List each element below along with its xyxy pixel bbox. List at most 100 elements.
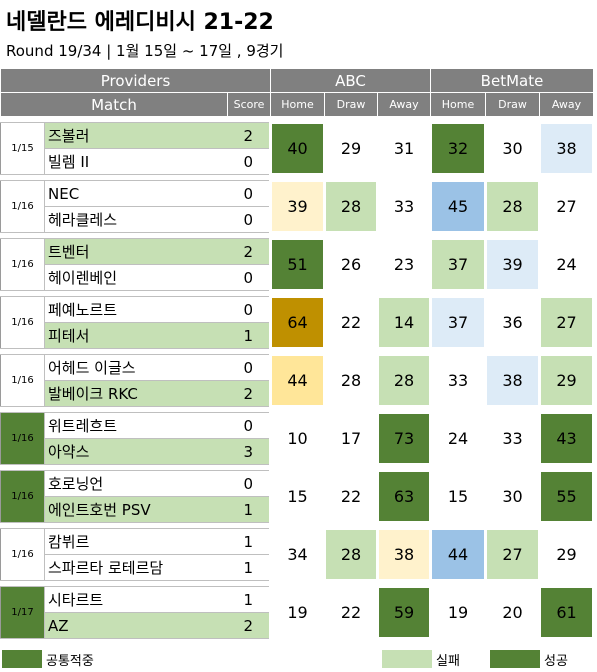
- odds-betmate-home: 24: [429, 411, 487, 466]
- away-score: 1: [227, 554, 271, 581]
- legend-swatch-common-hit: [2, 650, 42, 668]
- match-date: 1/16: [0, 296, 45, 349]
- odds-betmate-home: 15: [429, 469, 487, 524]
- match-date: 1/16: [0, 412, 45, 465]
- odds-abc-away: 59: [376, 585, 432, 640]
- odds-betmate-draw: 28: [484, 179, 541, 234]
- match-row-away: 발베이크 RKC 2: [1, 380, 594, 407]
- header-abc-home: Home: [270, 92, 325, 117]
- match-date: 1/16: [0, 180, 45, 233]
- odds-abc-draw: 22: [323, 469, 379, 524]
- page-subtitle: Round 19/34 | 1월 15일 ~ 17일 , 9경기: [6, 42, 284, 60]
- header-providers: Providers: [0, 68, 271, 93]
- away-team: 에인트호번 PSV: [44, 496, 228, 523]
- page-title: 네델란드 에레디비시 21-22: [6, 10, 274, 35]
- home-team: 캄뷔르: [44, 528, 228, 555]
- header-abc-draw: Draw: [324, 92, 378, 117]
- home-score: 0: [227, 354, 271, 381]
- odds-abc-home: 15: [269, 469, 326, 524]
- home-team: 시타르트: [44, 586, 228, 613]
- odds-abc-home: 34: [269, 527, 326, 582]
- odds-abc-away: 14: [376, 295, 432, 350]
- odds-betmate-draw: 30: [484, 469, 541, 524]
- legend-swatch-fail: [382, 650, 432, 668]
- legend-label-fail: 실패: [436, 654, 460, 669]
- away-score: 3: [227, 438, 271, 465]
- away-team: 헤이렌베인: [44, 264, 228, 291]
- header-betmate-draw: Draw: [485, 92, 540, 117]
- home-team: NEC: [44, 180, 228, 207]
- match-row-home: 1/16 호로닝언 0 15 22 63 15 30 55: [0, 469, 595, 524]
- odds-betmate-home: 32: [429, 121, 487, 176]
- home-team: 즈볼러: [44, 122, 228, 149]
- match-date: 1/15: [0, 122, 45, 175]
- home-team: 호로닝언: [44, 470, 228, 497]
- header-abc-away: Away: [377, 92, 431, 117]
- legend-label-common-hit: 공통적중: [46, 654, 94, 669]
- header-betmate-away: Away: [539, 92, 594, 117]
- odds-betmate-draw: 38: [484, 353, 541, 408]
- odds-abc-home: 39: [269, 179, 326, 234]
- match-date: 1/17: [0, 586, 45, 639]
- odds-abc-away: 63: [376, 469, 432, 524]
- odds-abc-away: 73: [376, 411, 432, 466]
- match-row-away: 헤라클레스 0: [1, 206, 594, 233]
- odds-table: Providers ABC BetMate Match Score Home D…: [0, 68, 595, 640]
- odds-abc-draw: 22: [323, 585, 379, 640]
- header-provider-abc: ABC: [270, 68, 431, 93]
- away-score: 2: [227, 380, 271, 407]
- away-team: 아약스: [44, 438, 228, 465]
- odds-abc-away: 38: [376, 527, 432, 582]
- odds-betmate-home: 44: [429, 527, 487, 582]
- home-team: 트벤터: [44, 238, 228, 265]
- home-team: 어헤드 이글스: [44, 354, 228, 381]
- away-score: 0: [227, 206, 271, 233]
- match-row-home: 1/16 캄뷔르 1 34 28 38 44 27 29: [0, 527, 595, 582]
- home-score: 2: [227, 122, 271, 149]
- away-team: 빌렘 II: [44, 148, 228, 175]
- match-date: 1/16: [0, 354, 45, 407]
- odds-betmate-home: 37: [429, 237, 487, 292]
- odds-abc-draw: 29: [323, 121, 379, 176]
- odds-betmate-away: 38: [538, 121, 595, 176]
- header-score: Score: [227, 92, 271, 117]
- match-row-home: 1/16 위트레흐트 0 10 17 73 24 33 43: [0, 411, 595, 466]
- away-team: 헤라클레스: [44, 206, 228, 233]
- match-row-away: AZ 2: [1, 612, 594, 639]
- away-score: 0: [227, 264, 271, 291]
- away-team: 스파르타 로테르담: [44, 554, 228, 581]
- odds-abc-home: 44: [269, 353, 326, 408]
- away-team: AZ: [44, 612, 228, 639]
- legend-swatch-success: [490, 650, 540, 668]
- odds-betmate-away: 29: [538, 527, 595, 582]
- odds-abc-home: 10: [269, 411, 326, 466]
- match-row-home: 1/16 어헤드 이글스 0 44 28 28 33 38 29: [0, 353, 595, 408]
- odds-betmate-away: 27: [538, 295, 595, 350]
- odds-betmate-home: 45: [429, 179, 487, 234]
- match-date: 1/16: [0, 470, 45, 523]
- home-team: 페예노르트: [44, 296, 228, 323]
- odds-betmate-away: 27: [538, 179, 595, 234]
- match-row-home: 1/16 NEC 0 39 28 33 45 28 27: [0, 179, 595, 234]
- away-score: 0: [227, 148, 271, 175]
- odds-betmate-draw: 33: [484, 411, 541, 466]
- odds-betmate-draw: 30: [484, 121, 541, 176]
- home-team: 위트레흐트: [44, 412, 228, 439]
- odds-betmate-away: 24: [538, 237, 595, 292]
- match-row-away: 피테서 1: [1, 322, 594, 349]
- odds-abc-draw: 28: [323, 353, 379, 408]
- odds-abc-draw: 26: [323, 237, 379, 292]
- odds-betmate-home: 33: [429, 353, 487, 408]
- odds-abc-home: 64: [269, 295, 326, 350]
- odds-betmate-home: 37: [429, 295, 487, 350]
- odds-betmate-draw: 20: [484, 585, 541, 640]
- home-score: 0: [227, 296, 271, 323]
- odds-abc-draw: 22: [323, 295, 379, 350]
- header-match: Match: [0, 92, 228, 117]
- away-score: 2: [227, 612, 271, 639]
- match-date: 1/16: [0, 528, 45, 581]
- odds-abc-away: 33: [376, 179, 432, 234]
- odds-betmate-draw: 27: [484, 527, 541, 582]
- header-betmate-home: Home: [430, 92, 486, 117]
